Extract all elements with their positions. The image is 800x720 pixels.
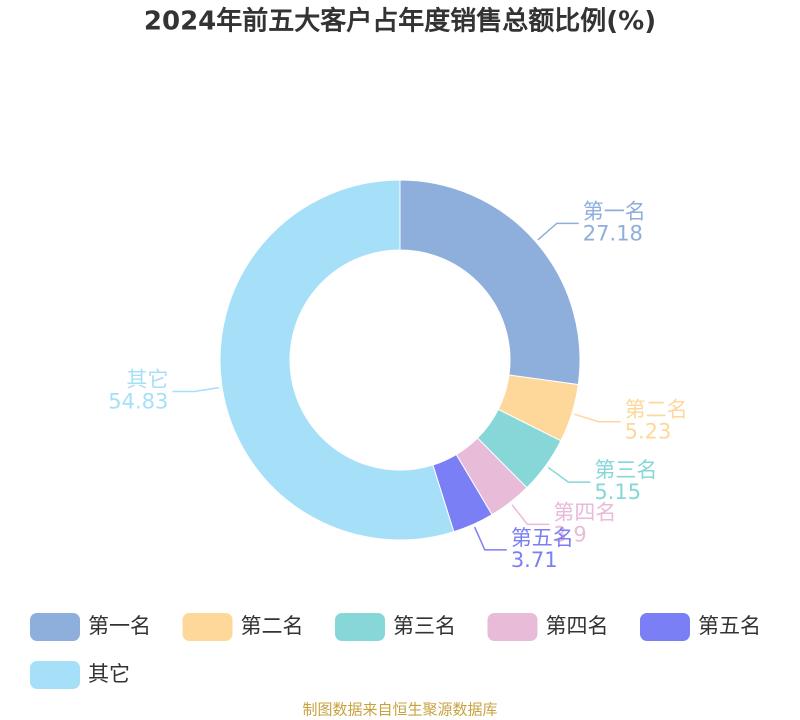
slice-label: 第一名 [583,199,646,223]
slice-label: 其它 [126,367,168,391]
slice-label: 第三名 [594,458,657,482]
slice-value: 54.83 [108,389,168,413]
legend-swatch [30,613,80,641]
legend-label: 第三名 [393,614,456,638]
slice-value: 5.23 [625,420,672,444]
source-note: 制图数据来自恒生聚源数据库 [302,701,497,719]
slice-value: 3.71 [511,548,558,572]
legend-label: 其它 [88,662,130,686]
legend-label: 第五名 [698,614,761,638]
chart-title: 2024年前五大客户占年度销售总额比例(%) [144,6,656,37]
legend-label: 第二名 [241,614,304,638]
donut-slice [399,179,581,386]
legend-label: 第一名 [88,614,151,638]
slice-value: 3.9 [553,522,586,546]
slice-label: 第四名 [553,500,616,524]
donut-slice [219,179,455,541]
legend-swatch [487,613,538,641]
leader-line [511,504,550,526]
legend-swatch [640,613,690,641]
legend-swatch [30,661,80,689]
leader-line [172,386,220,393]
legend-swatch [182,613,233,641]
leader-line [574,413,621,423]
slice-label: 第二名 [625,398,688,422]
slice-value: 5.15 [594,480,641,504]
legend-label: 第四名 [546,614,609,638]
leader-line [473,526,507,551]
slice-label: 第五名 [511,526,574,550]
legend-swatch [335,613,385,641]
slice-value: 27.18 [583,221,643,245]
leader-line [537,222,579,241]
leader-line [547,466,591,483]
